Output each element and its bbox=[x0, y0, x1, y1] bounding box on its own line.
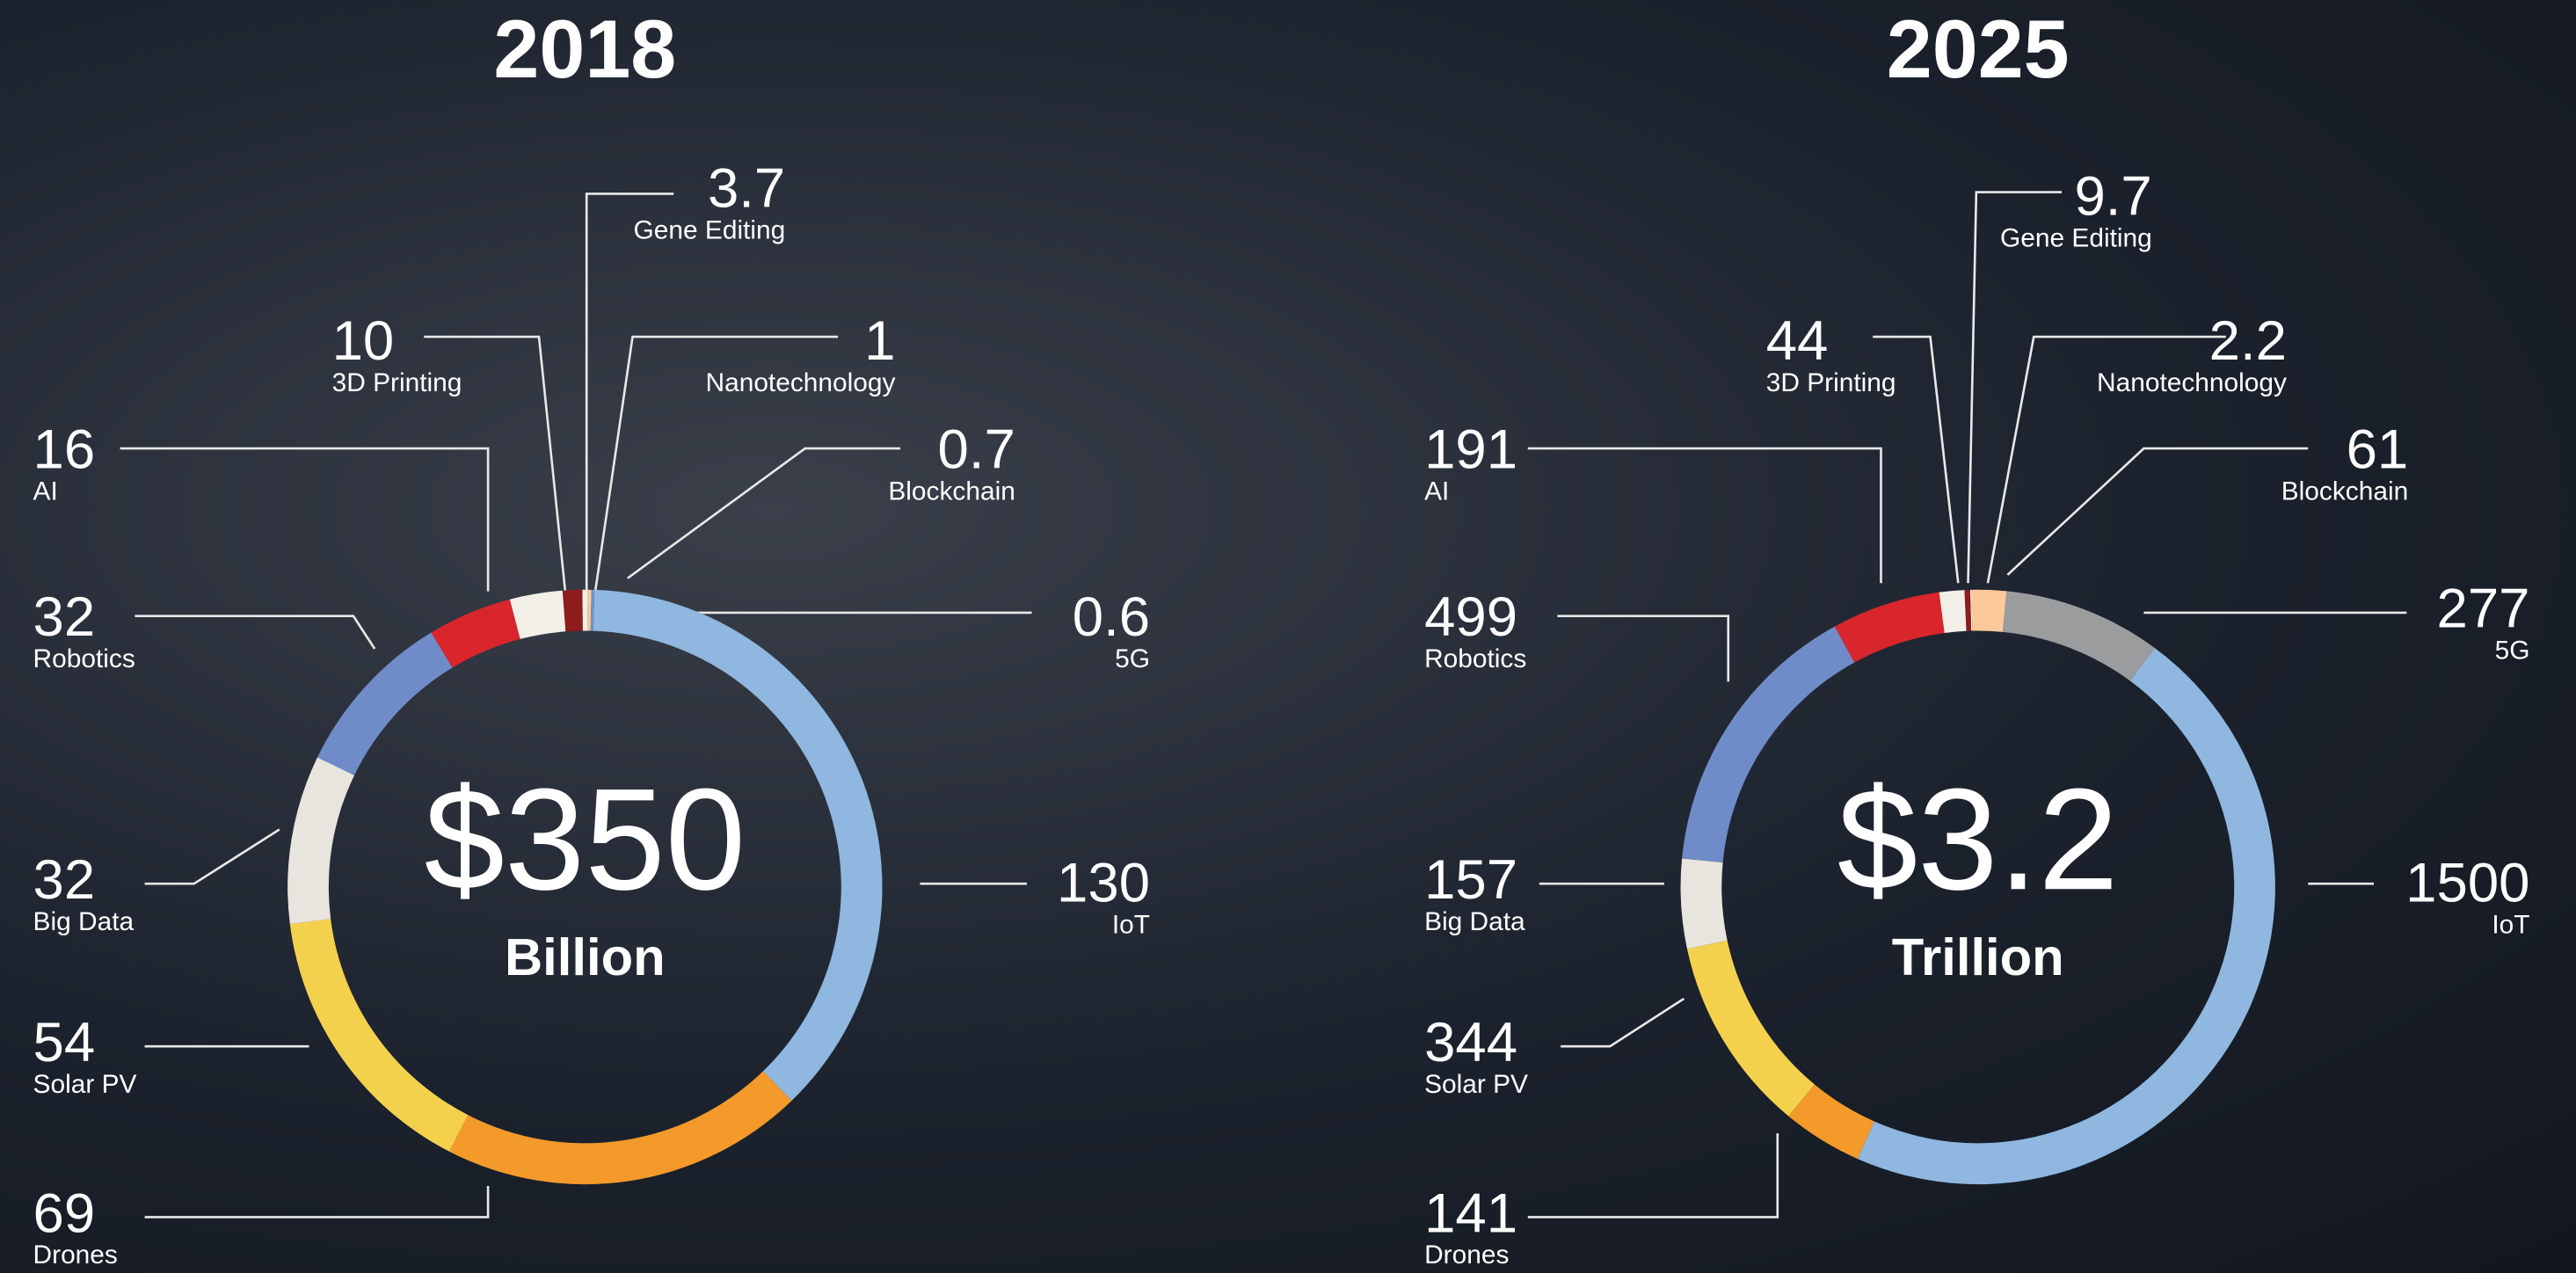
category-label: Big Data bbox=[33, 907, 135, 936]
category-label: Nanotechnology bbox=[2097, 368, 2287, 397]
category-label: Drones bbox=[1424, 1240, 1509, 1269]
leader-line bbox=[144, 1185, 490, 1218]
donut-slice bbox=[582, 589, 588, 631]
leader-line bbox=[585, 193, 674, 592]
donut-slice bbox=[1971, 589, 2007, 632]
category-label: AI bbox=[1424, 476, 1449, 506]
donut-slice bbox=[509, 590, 566, 639]
category-label: Gene Editing bbox=[634, 215, 786, 244]
value-label: 0.7 bbox=[938, 418, 1015, 480]
category-label: Robotics bbox=[33, 644, 135, 673]
value-label: 141 bbox=[1424, 1182, 1517, 1244]
value-label: 2.2 bbox=[2209, 309, 2287, 372]
donut-slice bbox=[590, 589, 595, 631]
leader-line bbox=[1873, 335, 1960, 584]
center-unit: Billion bbox=[505, 927, 666, 986]
value-label: 61 bbox=[2347, 418, 2409, 480]
value-label: 32 bbox=[33, 848, 96, 911]
value-label: 277 bbox=[2437, 578, 2530, 640]
donut-slice bbox=[587, 589, 592, 631]
category-label: AI bbox=[33, 476, 58, 506]
center-value: $3.2 bbox=[1837, 758, 2119, 920]
category-label: Drones bbox=[33, 1240, 118, 1269]
leader-line bbox=[1527, 1133, 1779, 1218]
leader-line bbox=[593, 335, 839, 595]
leader-line bbox=[627, 447, 901, 579]
leader-line bbox=[2006, 447, 2309, 576]
value-label: 191 bbox=[1424, 418, 1517, 480]
donut-slice bbox=[449, 1071, 792, 1185]
donut-slice bbox=[562, 589, 583, 632]
category-label: 5G bbox=[2495, 636, 2530, 666]
value-label: 16 bbox=[33, 418, 96, 480]
category-label: IoT bbox=[1112, 911, 1150, 940]
value-label: 130 bbox=[1057, 852, 1150, 914]
donut-slice bbox=[1788, 1084, 1874, 1160]
value-label: 44 bbox=[1766, 309, 1829, 372]
category-label: Gene Editing bbox=[2000, 224, 2152, 253]
category-label: IoT bbox=[2492, 911, 2529, 940]
category-label: 5G bbox=[1115, 644, 1150, 673]
value-label: 157 bbox=[1424, 848, 1517, 911]
donut-slice bbox=[1939, 590, 1967, 633]
leader-line bbox=[424, 335, 567, 592]
leader-line bbox=[1967, 191, 2063, 584]
value-label: 54 bbox=[33, 1011, 96, 1073]
value-label: 3.7 bbox=[708, 156, 785, 219]
donut-slice bbox=[287, 757, 355, 925]
category-label: Solar PV bbox=[1424, 1070, 1528, 1099]
category-label: Blockchain bbox=[2281, 476, 2408, 506]
value-label: 344 bbox=[1424, 1011, 1517, 1073]
value-label: 1 bbox=[864, 309, 895, 372]
donut-slice bbox=[1680, 858, 1728, 949]
value-label: 1500 bbox=[2405, 852, 2529, 914]
chart-title: 2018 bbox=[493, 3, 676, 95]
value-label: 499 bbox=[1424, 586, 1517, 648]
donut-slice bbox=[289, 919, 469, 1152]
donut-slice bbox=[2002, 591, 2155, 681]
donut-slice bbox=[1686, 940, 1815, 1117]
category-label: 3D Printing bbox=[332, 368, 462, 397]
donut-slice bbox=[317, 632, 453, 775]
leader-line bbox=[1561, 997, 1685, 1048]
category-label: 3D Printing bbox=[1766, 368, 1896, 397]
donut-slice bbox=[1969, 589, 1973, 631]
value-label: 10 bbox=[332, 309, 395, 372]
value-label: 32 bbox=[33, 586, 96, 648]
leader-line bbox=[1986, 335, 2226, 584]
donut-slice bbox=[1834, 592, 1945, 663]
center-unit: Trillion bbox=[1892, 927, 2064, 986]
category-label: Big Data bbox=[1424, 907, 1525, 936]
leader-line bbox=[135, 615, 376, 650]
value-label: 0.6 bbox=[1073, 586, 1150, 648]
leader-line bbox=[144, 828, 280, 885]
leader-line bbox=[120, 447, 490, 592]
category-label: Robotics bbox=[1424, 644, 1526, 673]
category-label: Solar PV bbox=[33, 1070, 137, 1099]
leader-line bbox=[1557, 615, 1730, 682]
category-label: Blockchain bbox=[888, 476, 1015, 506]
category-label: Nanotechnology bbox=[706, 368, 896, 397]
donut-slice bbox=[1964, 589, 1972, 631]
value-label: 69 bbox=[33, 1182, 96, 1244]
leader-line bbox=[1527, 447, 1882, 584]
donut-slice bbox=[431, 599, 520, 668]
donut-slice bbox=[1682, 626, 1855, 862]
chart-title: 2025 bbox=[1887, 3, 2070, 95]
center-value: $350 bbox=[424, 758, 746, 920]
value-label: 9.7 bbox=[2074, 165, 2151, 228]
donut-slice bbox=[593, 589, 883, 1102]
